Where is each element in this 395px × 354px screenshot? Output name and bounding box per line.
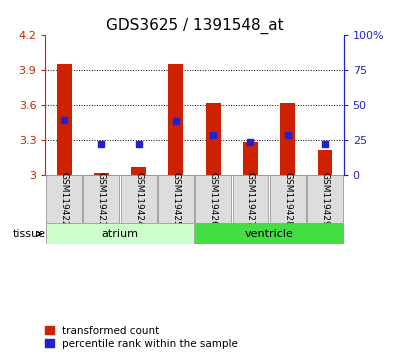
Text: GSM119427: GSM119427 [246,172,255,226]
Text: tissue: tissue [12,229,45,239]
Title: GDS3625 / 1391548_at: GDS3625 / 1391548_at [106,18,283,34]
Bar [206,103,221,175]
Bar [83,175,119,223]
Bar [94,173,109,175]
Point [247,139,254,144]
Bar [158,175,194,223]
Text: GSM119425: GSM119425 [171,172,181,226]
Text: GSM119423: GSM119423 [97,172,106,226]
Point [210,132,216,137]
Text: atrium: atrium [102,229,139,239]
Text: GSM119426: GSM119426 [209,172,218,226]
Point [135,141,142,147]
Bar [195,175,231,223]
Bar [243,142,258,175]
Bar [131,166,146,175]
Bar [280,103,295,175]
Point [98,142,105,147]
Legend: transformed count, percentile rank within the sample: transformed count, percentile rank withi… [45,326,238,349]
Bar [233,175,268,223]
Point [322,141,328,147]
Bar [168,64,183,175]
Bar [46,175,82,223]
Bar [121,175,156,223]
Point [173,118,179,124]
Point [61,117,67,122]
Text: ventricle: ventricle [245,229,293,239]
Text: GSM119422: GSM119422 [60,172,69,226]
Bar [56,64,71,175]
Bar [318,150,333,175]
Bar [307,175,343,223]
Bar [195,223,343,244]
Text: GSM119429: GSM119429 [320,172,329,226]
Point [284,132,291,138]
Bar [46,223,194,244]
Bar [270,175,306,223]
Text: GSM119428: GSM119428 [283,172,292,226]
Text: GSM119424: GSM119424 [134,172,143,226]
